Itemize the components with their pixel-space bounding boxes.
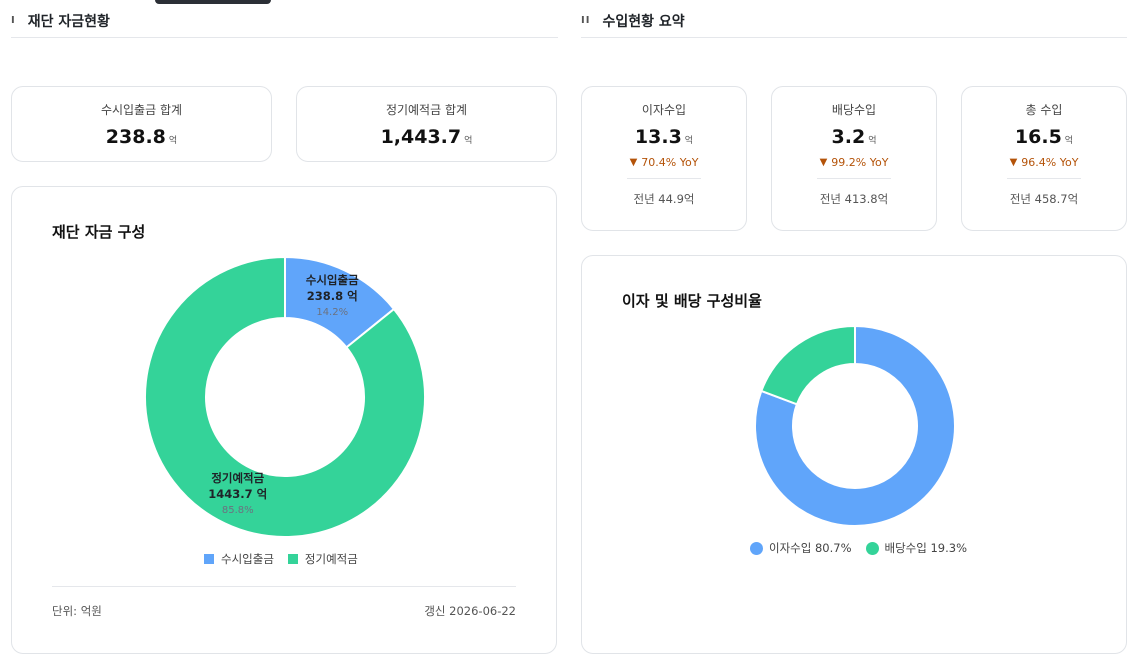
- kpi-card-total-income: 총 수입 16.5 억 ▼ 96.4% YoY 전년 458.7억: [961, 86, 1127, 231]
- section-number: II: [581, 15, 591, 26]
- legend-swatch-blue: [750, 541, 763, 555]
- triangle-down-icon: ▼: [1009, 157, 1018, 168]
- section-number: I: [11, 15, 16, 26]
- kpi-value: 16.5: [1014, 126, 1062, 148]
- kpi-unit: 억: [168, 136, 178, 146]
- legend-label: 정기예적금: [304, 552, 358, 566]
- yoy-change: ▼ 70.4% YoY: [630, 156, 699, 169]
- section-header-income-summary: II 수입현황 요약: [581, 4, 1127, 38]
- fund-composition-donut-chart: 수시입출금 238.8 억 14.2% 정기예적금 1443.7 억 85.8%: [144, 255, 426, 538]
- kpi-label: 총 수입: [1025, 103, 1063, 117]
- kpi-value: 13.3: [634, 126, 682, 148]
- panel-title: 재단 자금 구성: [52, 223, 146, 241]
- legend-item[interactable]: 수시입출금: [204, 551, 274, 567]
- kpi-unit: 억: [684, 136, 694, 146]
- top-tab-indicator: [155, 0, 271, 4]
- triangle-down-icon: ▼: [629, 157, 638, 168]
- fund-composition-panel: 재단 자금 구성 수시입출금 238.8 억 14.2% 정기예적금 1443.7 억 8…: [11, 186, 557, 654]
- updated-date: 갱신 2026-06-22: [424, 604, 516, 618]
- income-ratio-panel: 이자 및 배당 구성비율 이자수입 80.7% 배당수입 19.3%: [581, 255, 1127, 654]
- section-title: 수입현황 요약: [602, 13, 685, 30]
- divider: [627, 178, 701, 179]
- income-ratio-donut-chart: [754, 324, 956, 527]
- legend-item[interactable]: 정기예적금: [287, 551, 358, 567]
- divider: [817, 178, 891, 179]
- legend-label: 이자수입 80.7%: [769, 541, 852, 555]
- prev-year-value: 전년 413.8억: [819, 192, 889, 206]
- kpi-card-time-deposit: 정기예적금 합계 1,443.7 억: [296, 86, 557, 162]
- yoy-change: ▼ 99.2% YoY: [820, 156, 889, 169]
- slice-value-label: 238.8 억: [307, 289, 358, 303]
- kpi-value: 3.2: [831, 126, 866, 148]
- chart-legend: 수시입출금 정기예적금: [204, 551, 372, 567]
- yoy-text: 99.2% YoY: [831, 156, 889, 169]
- donut-slice-1[interactable]: [754, 324, 956, 527]
- legend-item[interactable]: 배당수입 19.3%: [865, 540, 968, 556]
- kpi-label: 수시입출금 합계: [100, 103, 183, 117]
- section-header-fund-status: I 재단 자금현황: [11, 4, 558, 38]
- donut-slice-2[interactable]: [760, 324, 856, 406]
- kpi-unit: 억: [868, 136, 877, 146]
- legend-swatch-green: [287, 554, 298, 564]
- legend-label: 배당수입 19.3%: [884, 541, 968, 555]
- donut-slice-2[interactable]: [144, 255, 426, 538]
- slice-category-label: 수시입출금: [306, 273, 359, 287]
- divider: [1007, 178, 1081, 179]
- prev-year-value: 전년 458.7억: [1009, 192, 1079, 206]
- kpi-value: 238.8: [105, 126, 166, 148]
- slice-percent-label: 85.8%: [222, 505, 254, 516]
- triangle-down-icon: ▼: [819, 157, 828, 168]
- prev-year-value: 전년 44.9억: [633, 192, 695, 206]
- kpi-label: 이자수입: [641, 103, 687, 117]
- yoy-text: 96.4% YoY: [1021, 156, 1079, 169]
- yoy-change: ▼ 96.4% YoY: [1010, 156, 1079, 169]
- section-title: 재단 자금현황: [27, 13, 110, 30]
- legend-swatch-blue: [204, 554, 214, 564]
- kpi-unit: 억: [464, 136, 473, 146]
- slice-value-label: 1443.7 억: [208, 487, 267, 501]
- legend-swatch-green: [865, 541, 879, 555]
- kpi-card-interest-income: 이자수입 13.3 억 ▼ 70.4% YoY 전년 44.9억: [581, 86, 747, 231]
- footer-divider: [52, 586, 516, 587]
- kpi-label: 정기예적금 합계: [385, 103, 468, 117]
- slice-label-group: 정기예적금 1443.7 억 85.8%: [208, 471, 267, 516]
- kpi-value: 1,443.7: [380, 126, 462, 148]
- slice-category-label: 정기예적금: [211, 471, 264, 485]
- chart-legend: 이자수입 80.7% 배당수입 19.3%: [750, 540, 981, 556]
- kpi-unit: 억: [1064, 136, 1074, 146]
- kpi-card-demand-deposit: 수시입출금 합계 238.8 억: [11, 86, 272, 162]
- kpi-card-dividend-income: 배당수입 3.2 억 ▼ 99.2% YoY 전년 413.8억: [771, 86, 937, 231]
- yoy-text: 70.4% YoY: [641, 156, 699, 169]
- kpi-label: 배당수입: [831, 103, 877, 117]
- legend-label: 수시입출금: [221, 552, 274, 566]
- slice-label-group: 수시입출금 238.8 억 14.2%: [306, 273, 359, 318]
- slice-percent-label: 14.2%: [316, 307, 348, 318]
- legend-item[interactable]: 이자수입 80.7%: [750, 540, 852, 556]
- unit-note: 단위: 억원: [52, 604, 102, 618]
- panel-title: 이자 및 배당 구성비율: [622, 292, 762, 310]
